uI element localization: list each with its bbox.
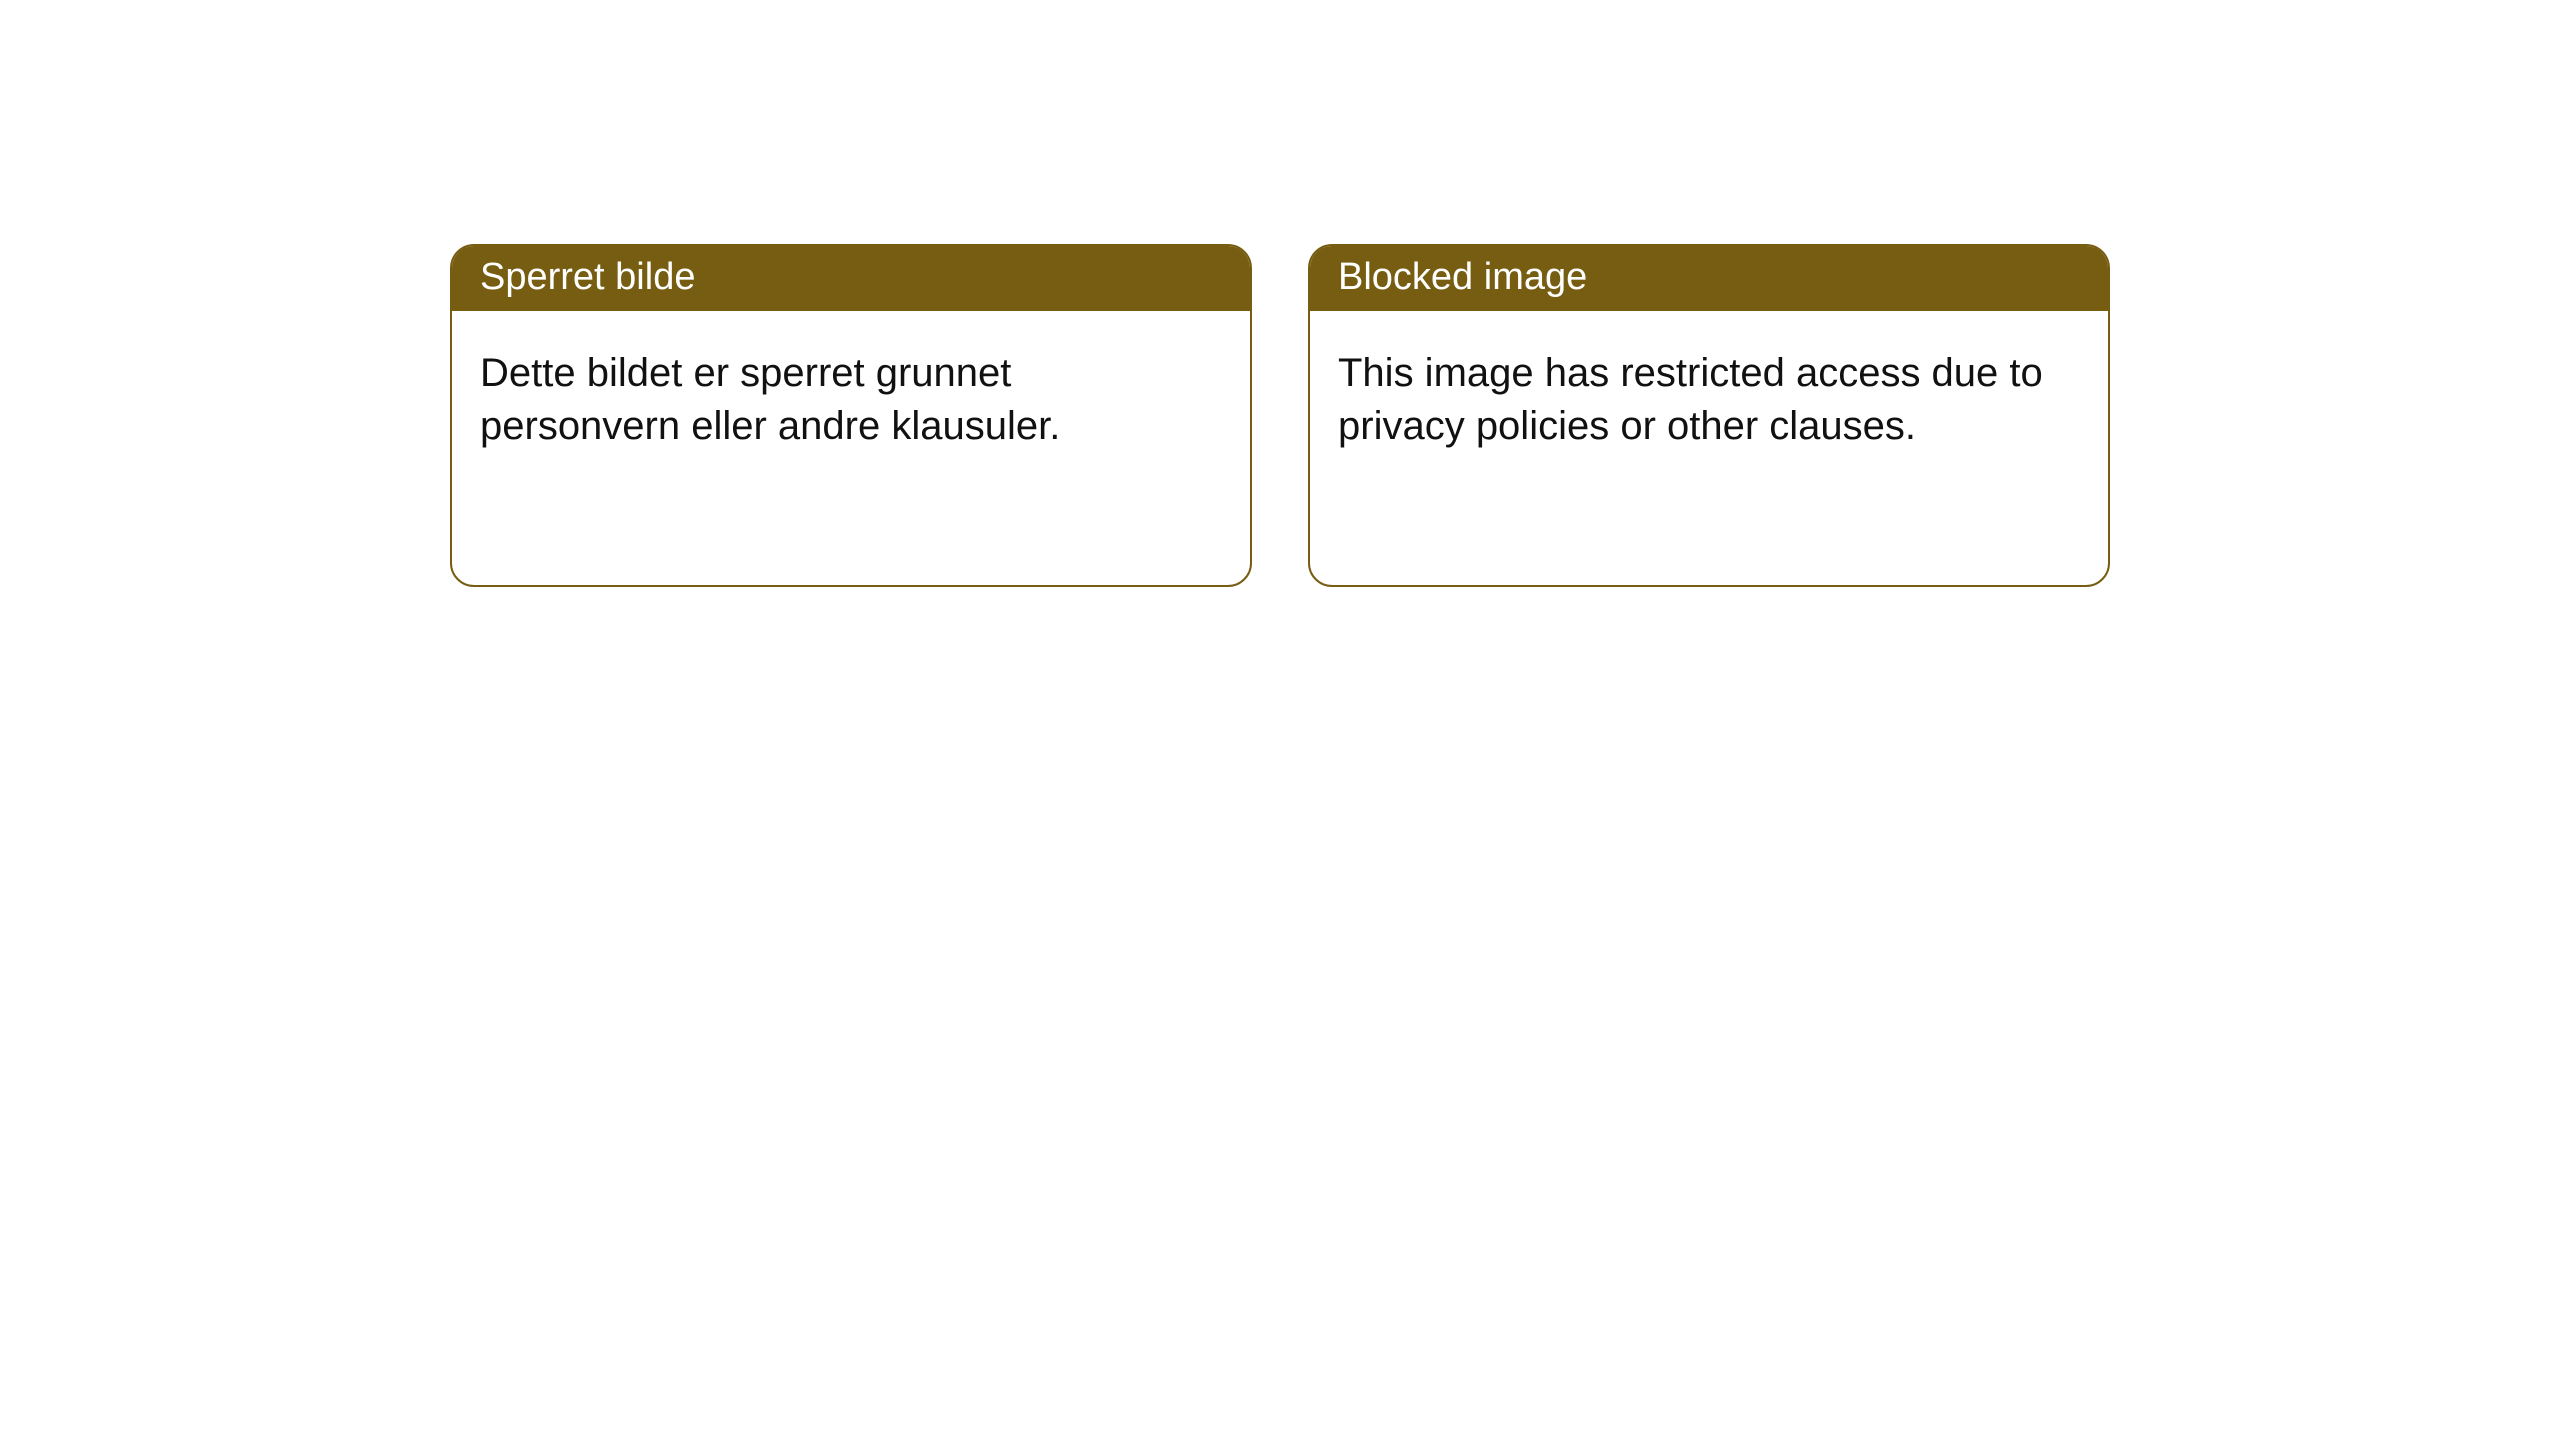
notice-cards-container: Sperret bilde Dette bildet er sperret gr… xyxy=(0,0,2560,587)
notice-card-title: Blocked image xyxy=(1310,246,2108,311)
notice-card-body: This image has restricted access due to … xyxy=(1310,311,2108,585)
notice-card-title: Sperret bilde xyxy=(452,246,1250,311)
notice-card-norwegian: Sperret bilde Dette bildet er sperret gr… xyxy=(450,244,1252,587)
notice-card-body: Dette bildet er sperret grunnet personve… xyxy=(452,311,1250,585)
notice-card-english: Blocked image This image has restricted … xyxy=(1308,244,2110,587)
